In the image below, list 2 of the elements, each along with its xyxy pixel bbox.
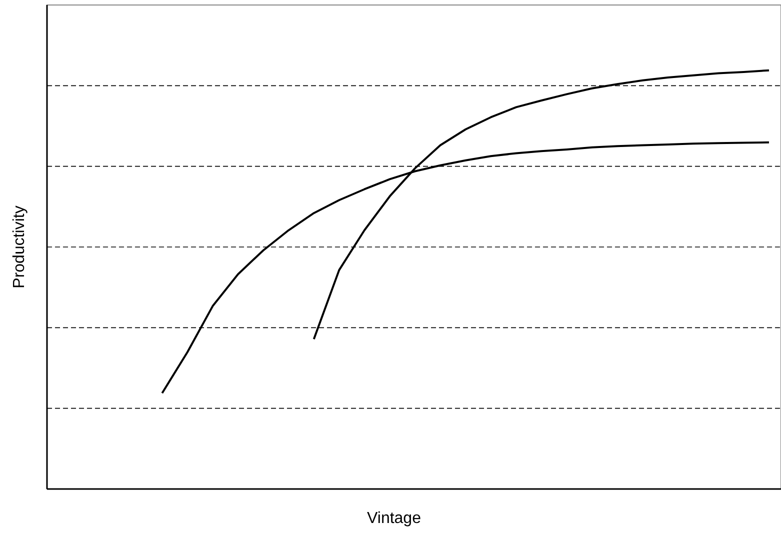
x-axis-title: Vintage — [367, 510, 422, 527]
y-axis-title: Productivity — [11, 206, 28, 288]
